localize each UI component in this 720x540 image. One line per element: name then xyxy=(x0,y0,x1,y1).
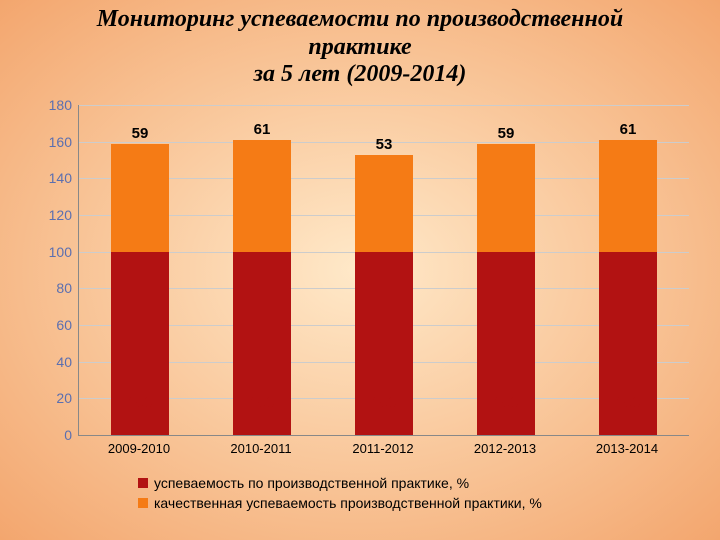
bar-group: 10061 xyxy=(233,140,291,435)
bar-data-label: 53 xyxy=(376,136,393,153)
bar-data-label: 100 xyxy=(249,394,274,411)
stacked-bar-chart: 1005910061100531005910061 успеваемость п… xyxy=(32,105,692,515)
bar-data-label: 59 xyxy=(132,125,149,142)
title-line-3: за 5 лет (2009-2014) xyxy=(254,61,467,87)
bar-group: 10053 xyxy=(355,155,413,436)
legend-swatch xyxy=(138,498,148,508)
bar-segment xyxy=(599,140,657,252)
bar-data-label: 100 xyxy=(493,394,518,411)
title-line-2: практике xyxy=(308,34,411,60)
bar-data-label: 59 xyxy=(498,125,515,142)
y-tick-label: 180 xyxy=(38,97,72,113)
legend-label: качественная успеваемость производственн… xyxy=(154,495,542,511)
x-tick-label: 2013-2014 xyxy=(596,441,658,456)
title-line-1: Мониторинг успеваемости по производствен… xyxy=(97,6,623,32)
bar-segment xyxy=(477,144,535,252)
y-tick-label: 60 xyxy=(38,317,72,333)
bar-segment xyxy=(233,140,291,252)
y-tick-label: 160 xyxy=(38,134,72,150)
bar-segment xyxy=(355,155,413,252)
bar-segment xyxy=(111,144,169,252)
gridline xyxy=(79,105,689,106)
legend-item: успеваемость по производственной практик… xyxy=(138,475,542,491)
y-tick-label: 100 xyxy=(38,244,72,260)
bar-data-label: 100 xyxy=(371,394,396,411)
legend-label: успеваемость по производственной практик… xyxy=(154,475,469,491)
legend-swatch xyxy=(138,478,148,488)
y-tick-label: 80 xyxy=(38,280,72,296)
bar-data-label: 100 xyxy=(615,394,640,411)
bar-data-label: 61 xyxy=(620,121,637,138)
bar-data-label: 61 xyxy=(254,121,271,138)
y-tick-label: 40 xyxy=(38,354,72,370)
y-tick-label: 140 xyxy=(38,170,72,186)
y-tick-label: 120 xyxy=(38,207,72,223)
bar-group: 10059 xyxy=(111,144,169,436)
y-tick-label: 20 xyxy=(38,390,72,406)
y-tick-label: 0 xyxy=(38,427,72,443)
plot-area: 1005910061100531005910061 xyxy=(78,105,689,436)
x-tick-label: 2011-2012 xyxy=(352,441,413,456)
legend: успеваемость по производственной практик… xyxy=(138,475,542,515)
bar-group: 10059 xyxy=(477,144,535,436)
slide-title: Мониторинг успеваемости по производствен… xyxy=(0,6,720,89)
x-tick-label: 2010-2011 xyxy=(230,441,291,456)
x-tick-label: 2012-2013 xyxy=(474,441,536,456)
bar-data-label: 100 xyxy=(127,394,152,411)
legend-item: качественная успеваемость производственн… xyxy=(138,495,542,511)
bar-group: 10061 xyxy=(599,140,657,435)
x-tick-label: 2009-2010 xyxy=(108,441,170,456)
slide: Мониторинг успеваемости по производствен… xyxy=(0,0,720,540)
